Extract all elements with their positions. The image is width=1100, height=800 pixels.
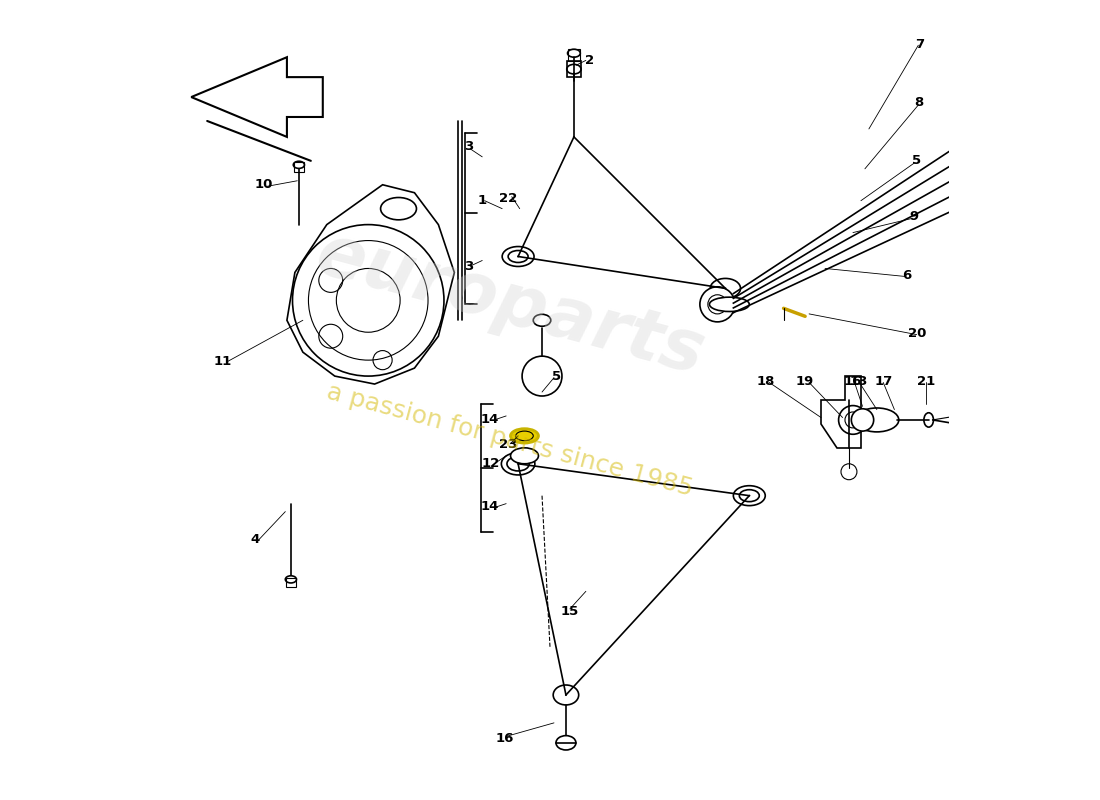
Text: 17: 17 (874, 375, 892, 388)
Polygon shape (821, 376, 861, 448)
Text: 3: 3 (464, 259, 473, 273)
Bar (294, 162, 304, 172)
Text: 14: 14 (481, 500, 499, 514)
Text: 2: 2 (585, 54, 594, 67)
Text: 3: 3 (464, 140, 473, 153)
Ellipse shape (855, 408, 899, 432)
Text: 19: 19 (796, 375, 814, 388)
Circle shape (838, 406, 867, 434)
Bar (569, 50, 581, 61)
Ellipse shape (510, 429, 538, 443)
Text: 16: 16 (844, 375, 862, 388)
Text: 20: 20 (908, 327, 926, 340)
Text: europarts: europarts (308, 219, 712, 390)
Text: 21: 21 (917, 375, 935, 388)
Ellipse shape (502, 453, 535, 475)
Text: 16: 16 (495, 731, 514, 745)
Ellipse shape (566, 64, 581, 74)
Text: 9: 9 (909, 210, 918, 223)
Ellipse shape (534, 314, 551, 326)
Text: 6: 6 (902, 269, 911, 282)
Text: 14: 14 (481, 413, 499, 426)
Bar (286, 578, 296, 587)
Circle shape (700, 286, 735, 322)
Text: 11: 11 (214, 355, 232, 368)
Text: 4: 4 (251, 533, 260, 546)
Ellipse shape (381, 198, 417, 220)
Ellipse shape (285, 576, 297, 583)
Circle shape (851, 409, 873, 431)
Polygon shape (191, 57, 322, 137)
Ellipse shape (734, 486, 766, 506)
Ellipse shape (510, 448, 538, 464)
Ellipse shape (711, 278, 740, 298)
Text: 23: 23 (498, 438, 517, 451)
Ellipse shape (503, 246, 535, 266)
Text: 1: 1 (477, 194, 487, 207)
Ellipse shape (556, 736, 576, 750)
Text: 22: 22 (499, 192, 518, 205)
Text: 12: 12 (481, 458, 499, 470)
Ellipse shape (553, 685, 579, 705)
Text: 10: 10 (254, 178, 273, 191)
Text: 15: 15 (561, 605, 579, 618)
Circle shape (293, 225, 444, 376)
Text: 5: 5 (552, 370, 561, 382)
Text: 5: 5 (912, 154, 922, 167)
Polygon shape (287, 185, 454, 384)
Text: 8: 8 (914, 96, 924, 109)
Text: 7: 7 (915, 38, 924, 51)
Text: 13: 13 (849, 375, 868, 388)
Ellipse shape (568, 50, 581, 57)
Text: a passion for parts since 1985: a passion for parts since 1985 (324, 379, 696, 501)
Bar (566, 61, 581, 77)
Ellipse shape (294, 162, 305, 169)
Circle shape (522, 356, 562, 396)
Text: 18: 18 (756, 375, 774, 388)
Ellipse shape (710, 297, 749, 311)
